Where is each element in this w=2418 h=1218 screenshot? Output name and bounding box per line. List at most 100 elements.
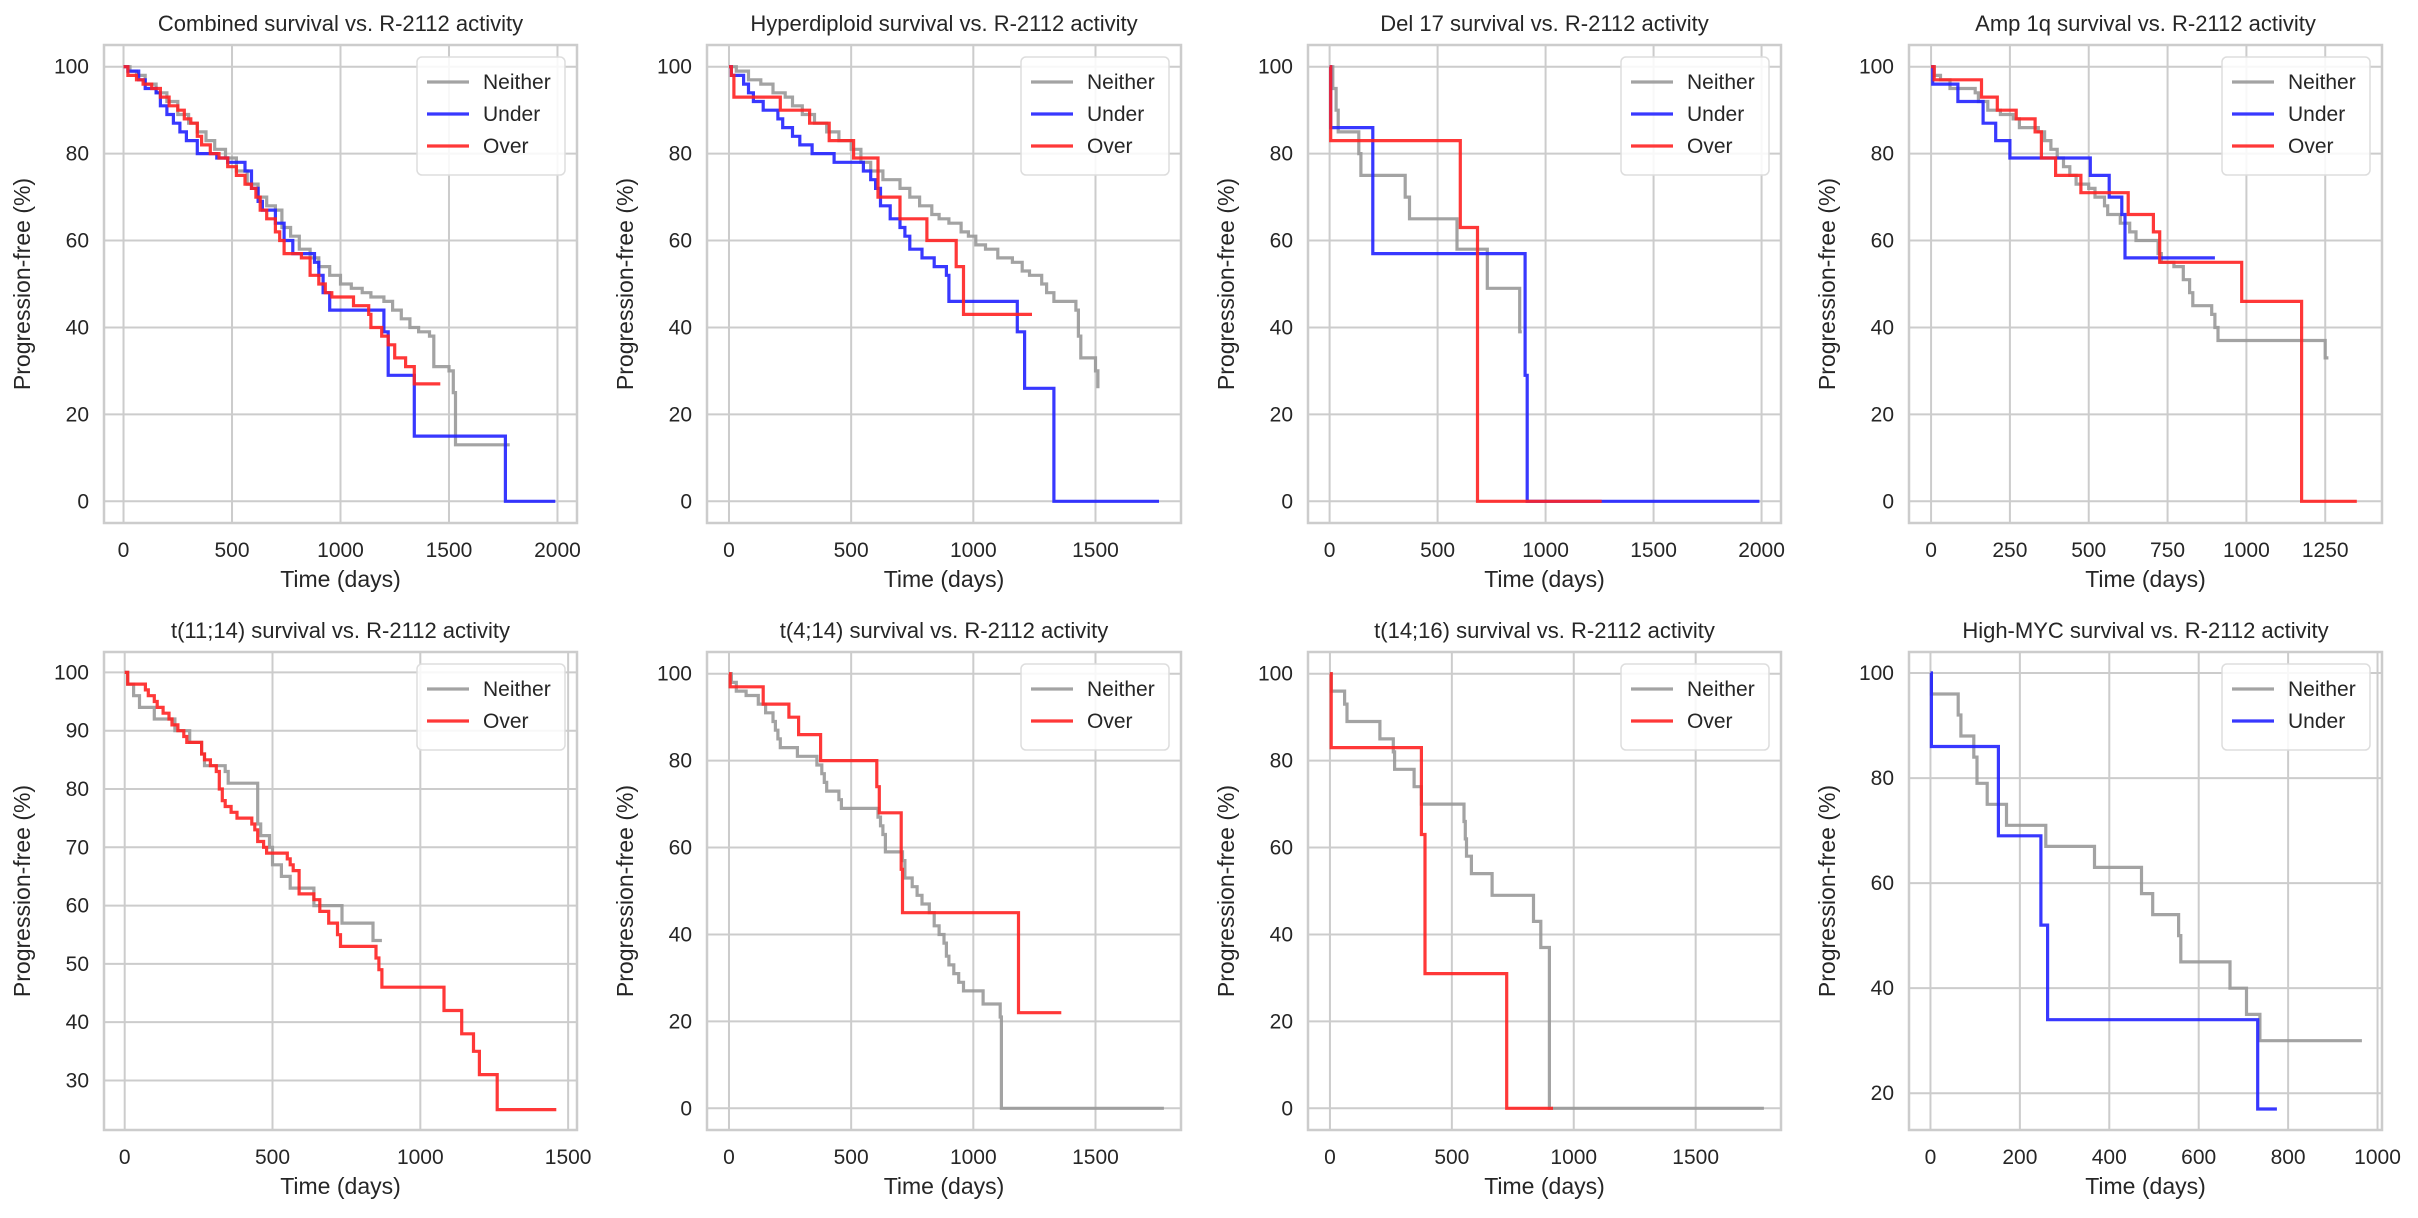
legend-box [2221,663,2371,751]
x-tick-label: 250 [1992,539,2027,562]
y-tick-label: 20 [669,1010,692,1033]
chart-title: Amp 1q survival vs. R-2112 activity [1975,11,2316,36]
y-tick-label: 80 [669,750,692,773]
x-tick-label: 0 [1324,1146,1336,1169]
legend: Neither Under Over [416,56,566,176]
x-tick-label: 0 [1925,1146,1937,1169]
y-tick-label: 20 [669,403,692,426]
y-tick-label: 80 [1270,750,1293,773]
legend-label-neither: Neither [1087,71,1155,94]
x-tick-label: 0 [118,539,130,562]
y-tick-label: 40 [1871,316,1894,339]
y-axis-label: Progression-free (%) [9,178,35,390]
y-tick-label: 80 [1270,143,1293,166]
legend-box [1020,663,1170,751]
x-axis-label: Time (days) [1484,1173,1605,1199]
x-axis-label: Time (days) [884,1173,1005,1199]
subplot-high-myc: 0 200 400 600 800 1000 20 40 60 80 100 Neither Under… [1814,618,2401,1199]
y-tick-label: 100 [1258,56,1293,79]
x-tick-label: 1000 [950,1146,997,1169]
subplot-t-11-14: 0 500 1000 1500 30 40 50 60 70 80 90 100 Neither Over… [9,618,591,1199]
legend-label-under: Under [2288,710,2345,733]
series-line-under [123,65,556,503]
y-tick-label: 100 [54,661,89,684]
y-tick-label: 40 [1270,923,1293,946]
series-line-neither [729,672,1164,1110]
x-tick-label: 0 [723,1146,735,1169]
x-axis-label: Time (days) [884,566,1005,592]
x-tick-label: 500 [255,1146,290,1169]
x-axis-label: Time (days) [280,1173,401,1199]
series-line-neither [729,65,1100,389]
x-tick-label: 600 [2181,1146,2216,1169]
series-line-under [1929,671,2277,1111]
subplot-t-14-16: 0 500 1000 1500 0 20 40 60 80 100 Neither Over t(14;… [1213,618,1783,1199]
y-tick-label: 40 [669,316,692,339]
x-tick-label: 800 [2271,1146,2306,1169]
x-tick-label: 1500 [545,1146,592,1169]
y-tick-label: 40 [1270,316,1293,339]
y-tick-label: 60 [1270,230,1293,253]
y-tick-label: 60 [66,895,89,918]
x-tick-label: 1500 [426,539,473,562]
y-tick-label: 100 [1258,663,1293,686]
y-tick-label: 20 [1871,403,1894,426]
x-tick-label: 500 [834,539,869,562]
y-axis-label: Progression-free (%) [1814,785,1840,997]
series-line-neither [1329,672,1764,1110]
series-line-neither [124,670,382,943]
x-tick-label: 500 [834,1146,869,1169]
series-line-over [1931,65,2357,503]
y-tick-label: 80 [66,778,89,801]
chart-title: Hyperdiploid survival vs. R-2112 activit… [750,11,1137,36]
x-tick-label: 1500 [1072,1146,1119,1169]
x-axis-label: Time (days) [2085,1173,2206,1199]
y-tick-label: 60 [66,230,89,253]
x-tick-label: 1000 [1522,539,1569,562]
legend: Neither Over [1020,663,1170,751]
legend-label-neither: Neither [2288,678,2356,701]
axes-frame [1907,650,2384,1132]
x-tick-label: 500 [1420,539,1455,562]
series-line-over [123,65,441,386]
x-tick-label: 400 [2092,1146,2127,1169]
axes-frame [102,650,579,1132]
axes-frame [1306,650,1783,1132]
y-tick-label: 100 [657,56,692,79]
subplot-amp-1q: 0 250 500 750 1000 1250 0 20 40 60 80 100 Neither Und… [1814,11,2384,592]
series-line-over [728,672,1062,1015]
legend-label-under: Under [1687,103,1744,126]
y-tick-label: 0 [680,490,692,513]
legend-box [416,663,566,751]
y-tick-label: 60 [669,837,692,860]
legend: Neither Under Over [1620,56,1770,176]
legend-label-neither: Neither [2288,71,2356,94]
x-tick-label: 1000 [2354,1146,2401,1169]
legend-label-over: Over [1087,710,1133,733]
legend-label-over: Over [483,135,529,158]
y-tick-label: 60 [669,230,692,253]
y-tick-label: 80 [1871,767,1894,790]
x-tick-label: 1250 [2302,539,2349,562]
x-tick-label: 0 [119,1146,131,1169]
subplot-combined: 0 500 1000 1500 2000 0 20 40 60 80 100 Neither Under… [9,11,581,592]
x-axis-label: Time (days) [280,566,401,592]
axes-frame [1907,43,2384,525]
legend-label-neither: Neither [1687,678,1755,701]
x-tick-label: 2000 [534,539,581,562]
y-axis-label: Progression-free (%) [612,785,638,997]
subplot-del-17: 0 500 1000 1500 2000 0 20 40 60 80 100 Neither Under… [1213,11,1785,592]
legend-label-neither: Neither [483,71,551,94]
series-line-over [124,670,557,1112]
x-tick-label: 1000 [317,539,364,562]
x-tick-label: 750 [2150,539,2185,562]
legend-label-under: Under [1087,103,1144,126]
y-tick-label: 20 [1270,1010,1293,1033]
legend-label-over: Over [1087,135,1133,158]
y-tick-label: 0 [77,490,89,513]
x-tick-label: 0 [1324,539,1336,562]
x-tick-label: 1500 [1630,539,1677,562]
x-tick-label: 500 [214,539,249,562]
y-tick-label: 40 [66,316,89,339]
